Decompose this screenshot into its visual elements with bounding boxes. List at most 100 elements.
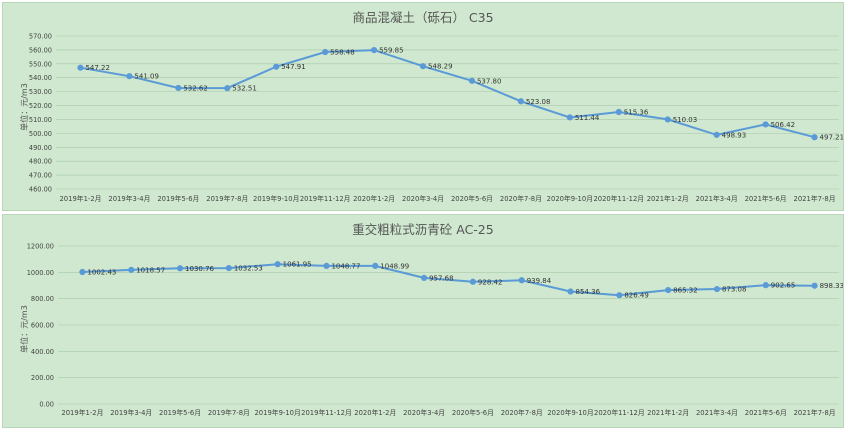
y-tick-label: 470.00 [29,172,52,180]
x-tick-label: 2021年3-4月 [696,194,738,203]
data-point [128,266,135,273]
data-point [274,261,281,268]
x-tick-label: 2019年9-10月 [254,408,300,417]
data-label: 865.32 [673,287,698,295]
data-point [469,278,477,285]
data-label: 1048.77 [331,262,360,270]
x-tick-label: 2021年1-2月 [647,408,689,417]
series-line [80,49,815,139]
data-label: 541.09 [134,73,159,81]
y-tick-label: 500.00 [29,130,52,138]
y-tick-label: 800.00 [31,295,54,303]
x-tick-label: 2020年1-2月 [353,194,395,203]
data-point [225,264,232,272]
data-label: 873.08 [722,286,747,294]
data-label: 957.68 [429,274,454,282]
y-tick-label: 480.00 [29,158,52,166]
data-label: 498.93 [722,131,747,139]
x-tick-label: 2020年9-10月 [547,408,593,417]
x-tick-label: 2019年11-12月 [301,408,352,417]
data-label: 1002.43 [87,269,116,277]
x-tick-label: 2020年3-4月 [403,408,445,417]
data-label: 558.48 [330,49,355,57]
x-tick-label: 2019年11-12月 [300,194,351,203]
chart-title: 重交粗粒式沥青砼 AC-25 [352,222,493,237]
data-label: 510.03 [673,116,698,124]
x-tick-label: 2021年3-4月 [696,408,738,417]
data-point [517,98,525,105]
data-label: 854.36 [576,288,601,296]
y-tick-label: 510.00 [29,116,52,124]
data-label: 1030.76 [185,265,214,273]
data-point [468,77,476,84]
data-point [126,73,133,80]
x-tick-label: 2021年5-6月 [745,194,787,203]
data-label: 506.42 [771,121,796,129]
data-label: 1061.95 [283,261,312,269]
data-point [615,108,622,116]
data-label: 939.84 [527,277,552,285]
y-tick-label: 520.00 [29,102,52,110]
x-tick-label: 2020年7-8月 [500,194,542,203]
y-tick-label: 560.00 [29,46,52,54]
y-tick-label: 200.00 [31,374,54,382]
y-tick-label: 1200.00 [27,243,54,251]
y-tick-label: 1000.00 [27,269,54,277]
data-point [175,84,182,92]
data-point [811,282,818,289]
data-point [665,286,672,294]
data-label: 532.51 [232,85,257,93]
data-point [77,64,84,71]
data-point [616,292,623,299]
x-tick-label: 2020年11-12月 [593,194,644,203]
x-tick-label: 2021年5-6月 [745,408,787,417]
data-label: 547.91 [281,63,306,71]
y-tick-label: 570.00 [29,33,52,41]
y-axis-label: 单位：元/m3 [19,83,29,131]
series-line [82,263,815,297]
y-tick-label: 400.00 [31,348,54,356]
data-label: 559.85 [379,47,404,55]
data-label: 537.80 [477,77,502,85]
data-point [811,134,818,141]
y-tick-label: 490.00 [29,144,52,152]
x-tick-label: 2020年9-10月 [547,194,593,203]
y-tick-label: 540.00 [29,74,52,82]
data-label: 497.21 [820,134,843,142]
data-label: 515.36 [624,108,649,116]
x-tick-label: 2020年7-8月 [501,408,543,417]
data-point [224,85,231,92]
y-tick-label: 600.00 [31,322,54,330]
data-label: 1032.53 [234,265,263,273]
x-tick-label: 2020年1-2月 [354,408,396,417]
x-tick-label: 2019年9-10月 [253,194,299,203]
data-point [176,265,184,272]
data-label: 1048.99 [380,262,409,270]
data-label: 826.49 [624,292,649,300]
data-point [372,262,379,269]
data-point [273,63,280,70]
data-point [420,274,428,282]
x-tick-label: 2019年7-8月 [208,408,250,417]
data-point [762,121,769,128]
data-point [322,48,329,56]
y-tick-label: 0.00 [39,401,54,409]
data-label: 511.44 [575,114,600,122]
chart-title: 商品混凝土（砾石） C35 [352,10,493,25]
data-point [566,114,573,121]
data-point [370,47,378,54]
chart-panel-concrete: 商品混凝土（砾石） C35 单位：元/m3 460.00 470.00 480.00… [2,2,844,211]
x-tick-label: 2019年7-8月 [206,194,248,203]
data-point [664,116,671,123]
x-tick-label: 2019年5-6月 [157,194,199,203]
x-tick-label: 2021年7-8月 [794,194,836,203]
data-point [323,262,330,270]
x-tick-label: 2020年5-6月 [451,194,493,203]
x-tick-label: 2019年3-4月 [108,194,150,203]
data-point [518,277,525,284]
chart-concrete-c35: 商品混凝土（砾石） C35 单位：元/m3 460.00 470.00 480.00… [19,10,843,203]
x-tick-label: 2019年1-2月 [61,408,103,417]
data-label: 548.29 [428,63,453,71]
data-label: 902.65 [771,282,796,290]
x-tick-label: 2021年1-2月 [647,194,689,203]
